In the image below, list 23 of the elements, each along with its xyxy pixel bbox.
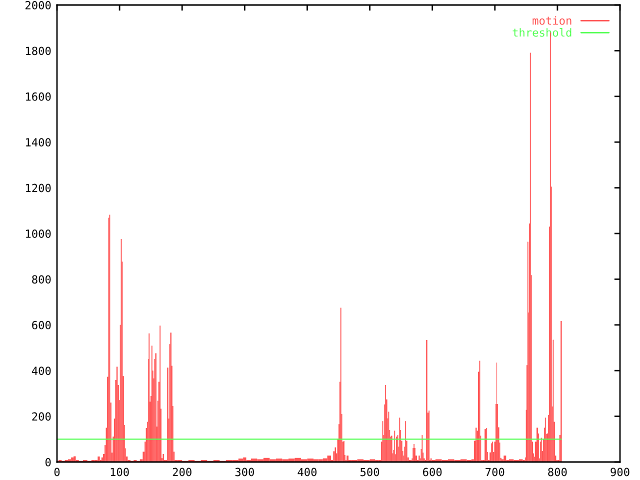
- y-tick-label: 1800: [26, 46, 51, 56]
- y-tick-label: 1000: [26, 230, 51, 238]
- y-tick-label: 1400: [26, 138, 51, 147]
- y-tick-label: 0: [45, 458, 51, 466]
- x-tick-label: 100: [110, 468, 129, 476]
- x-tick-label: 400: [298, 468, 317, 476]
- y-tick-label: 600: [32, 320, 51, 330]
- x-tick-label: 300: [235, 468, 254, 476]
- legend-label: motion: [532, 16, 572, 25]
- y-tick-label: 2000: [26, 1, 51, 10]
- x-tick-label: 200: [172, 468, 192, 476]
- y-tick-label: 1600: [26, 92, 51, 101]
- x-tick-label: 500: [360, 468, 380, 476]
- y-tick-label: 800: [32, 275, 51, 284]
- x-tick-label: 0: [54, 468, 60, 476]
- y-tick-label: 200: [32, 412, 51, 421]
- x-tick-label: 700: [486, 468, 504, 476]
- y-tick-label: 400: [32, 366, 51, 376]
- x-tick-label: 800: [548, 468, 567, 476]
- x-tick-label: 600: [423, 468, 442, 476]
- x-tick-label: 900: [610, 468, 630, 476]
- legend-label: threshold: [512, 28, 572, 37]
- y-tick-label: 1200: [26, 184, 51, 192]
